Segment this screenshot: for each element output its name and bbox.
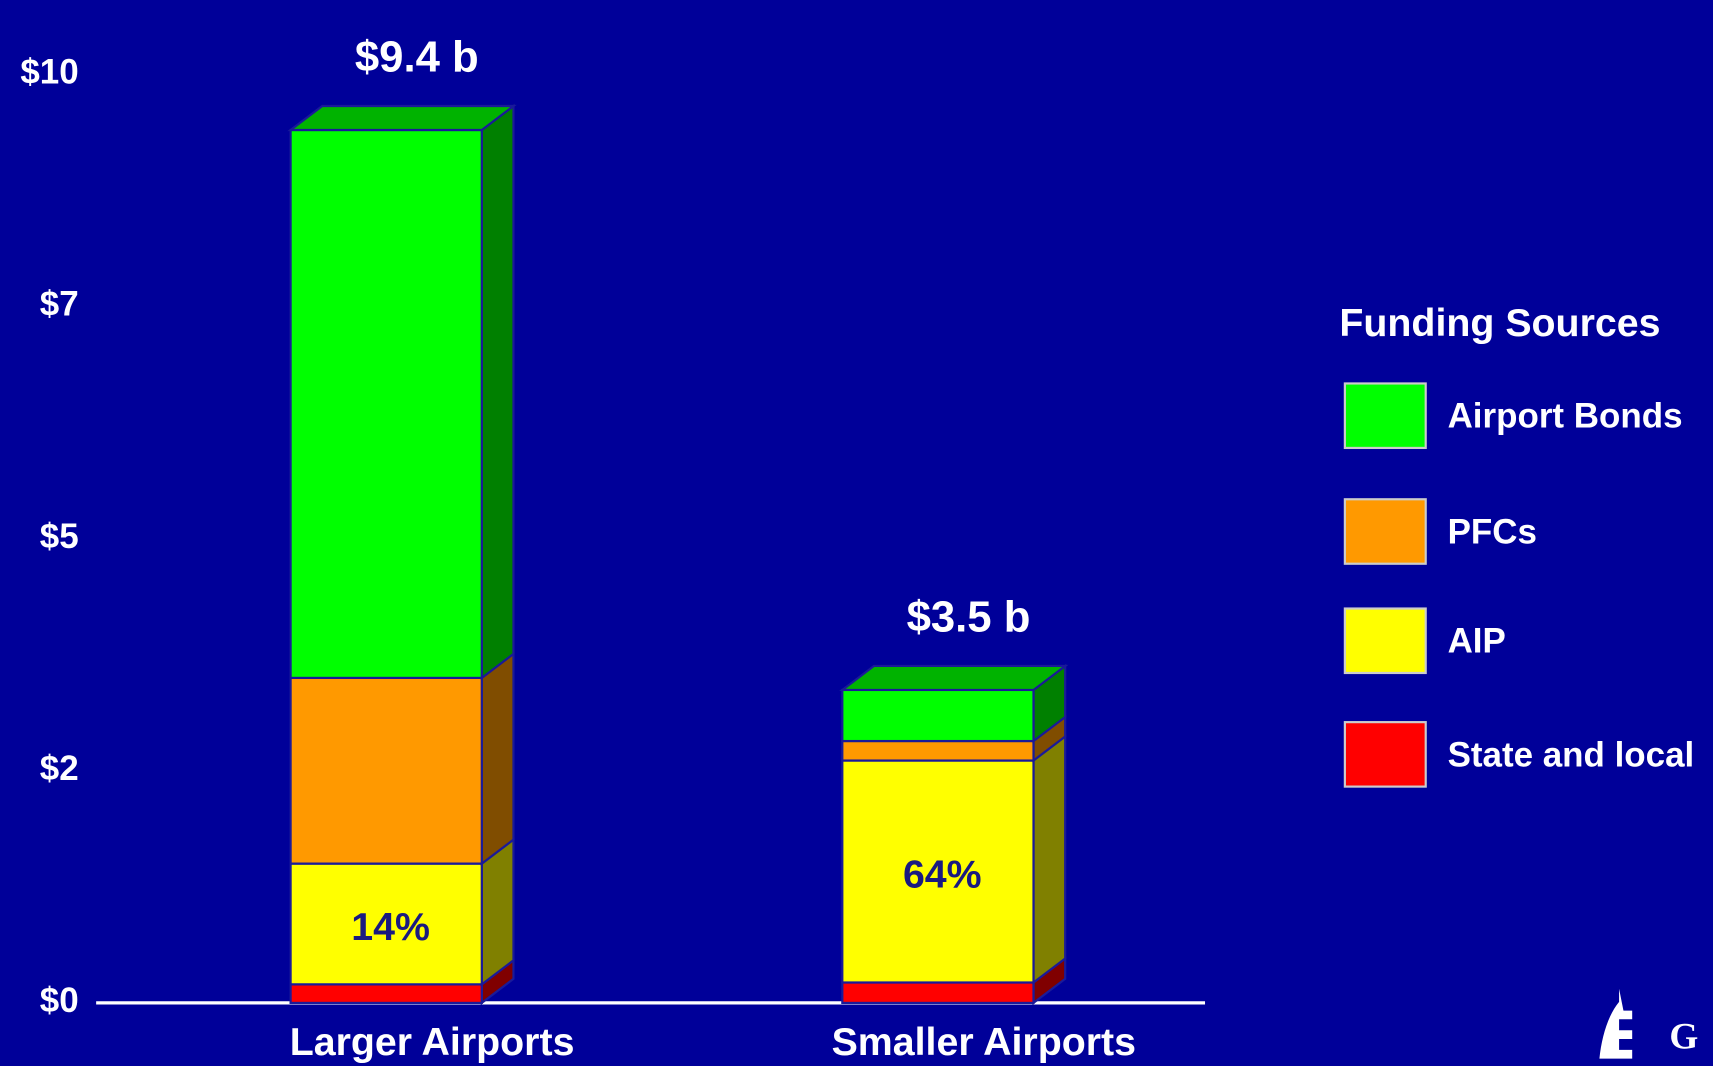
bar xyxy=(289,983,483,1005)
bar-side xyxy=(480,651,515,866)
bar xyxy=(841,759,1035,984)
logo-icon xyxy=(1599,988,1633,1059)
bar xyxy=(841,981,1035,1005)
y-tick-label: $10 xyxy=(20,53,78,92)
legend-swatch xyxy=(1343,607,1427,675)
bar xyxy=(289,128,483,679)
legend-swatch xyxy=(1343,721,1427,788)
y-tick-label: $5 xyxy=(40,517,79,556)
x-tick-label: Larger Airports xyxy=(290,1020,575,1064)
bar-side xyxy=(1032,734,1067,985)
total-label: $9.4 b xyxy=(355,33,479,82)
y-tick-label: $2 xyxy=(40,749,79,788)
legend-label: PFCs xyxy=(1448,512,1537,551)
y-tick-label: $7 xyxy=(40,285,79,324)
y-tick-label: $0 xyxy=(40,981,79,1020)
legend-label: Airport Bonds xyxy=(1448,397,1683,436)
bar xyxy=(289,676,483,865)
legend-swatch xyxy=(1343,498,1427,565)
bar-top xyxy=(287,104,517,132)
logo-text: G xyxy=(1669,1017,1698,1058)
bar xyxy=(289,862,483,986)
legend-title: Funding Sources xyxy=(1339,301,1660,345)
legend-swatch xyxy=(1343,382,1427,450)
chart-body: Funding Sources G $0 $2 $5 $7 $10 14% $9.4 b La… xyxy=(20,33,1698,1064)
bar-annotation: 14% xyxy=(351,905,430,949)
x-tick-label: Smaller Airports xyxy=(832,1020,1136,1064)
logo: G xyxy=(1599,988,1698,1059)
bar xyxy=(841,739,1035,762)
total-label: $3.5 b xyxy=(907,593,1031,642)
legend-label: AIP xyxy=(1448,622,1506,661)
bar xyxy=(841,688,1035,743)
bar-annotation: 64% xyxy=(903,852,982,896)
bar-top xyxy=(839,664,1069,692)
legend-label: State and local xyxy=(1448,735,1695,774)
bar-side xyxy=(480,103,515,681)
